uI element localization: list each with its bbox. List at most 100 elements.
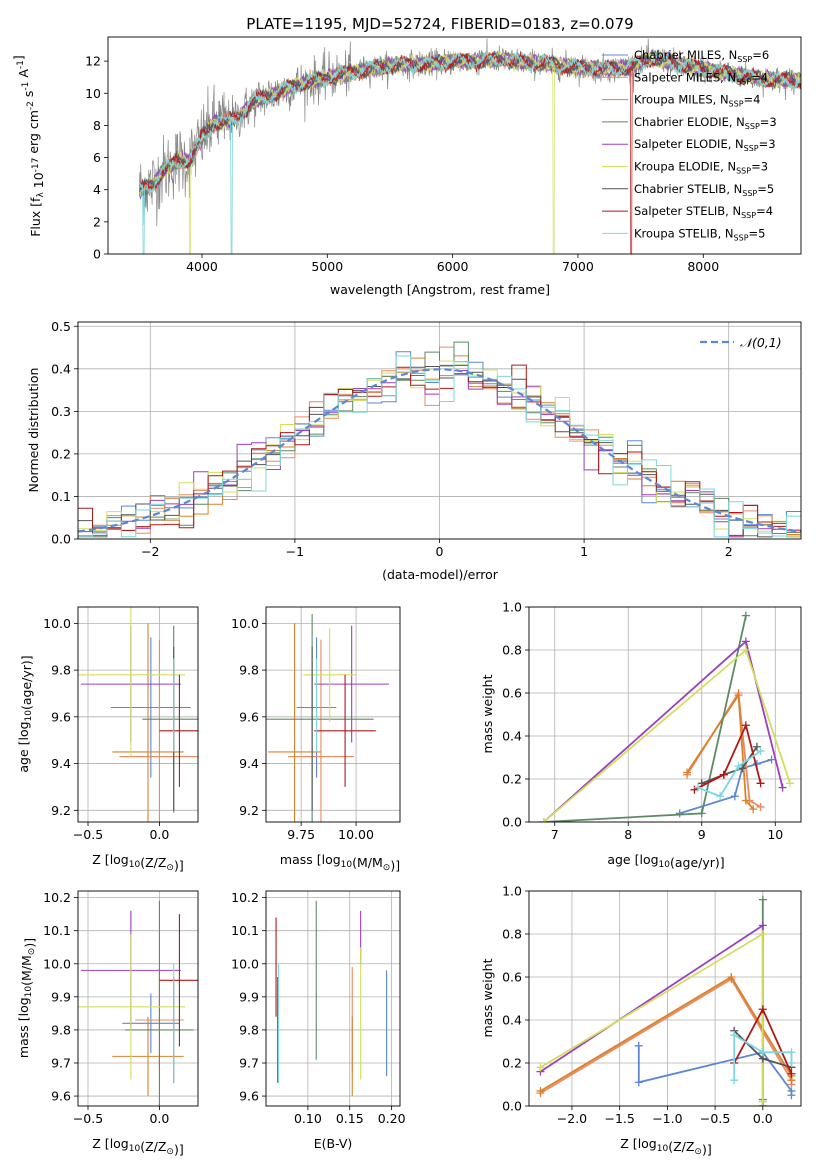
errorbar-chabrier-miles	[110, 637, 191, 778]
legend-label-salpeter-elodie: Salpeter ELODIE, NSSP=3	[634, 137, 776, 153]
y-tick-label: 10.1	[43, 923, 71, 938]
x-tick-label: −1.0	[652, 1111, 682, 1126]
y-tick-label: 10.0	[231, 956, 259, 971]
y-tick-label: 0.6	[502, 686, 522, 701]
y-axis-label: mass weight	[480, 674, 495, 753]
weight-series-kroupa-miles	[536, 973, 796, 1095]
y-tick-label: 10.2	[43, 890, 71, 905]
spectrum-legend: Chabrier MILES, NSSP=6 Salpeter MILES, NS…	[602, 48, 777, 242]
mass-vs-metallicity-plot: −0.5 0.0 9.6 9.7 9.8 9.9 10.0 10.1 10.2 Z [log10(…	[16, 890, 199, 1157]
y-tick-label: 0.5	[51, 319, 71, 334]
x-tick-label: −0.5	[73, 827, 103, 842]
y-tick-label: 9.8	[239, 663, 259, 678]
errorbar-salpeter-elodie	[314, 625, 390, 743]
y-tick-label: 10.1	[231, 923, 259, 938]
x-tick-label: 0.20	[378, 1111, 406, 1126]
weight-point	[719, 770, 728, 779]
weight-series-salpeter-elodie	[539, 637, 787, 822]
x-tick-label: 0.0	[149, 1111, 169, 1126]
y-tick-label: 0.0	[51, 532, 71, 547]
axes-frame	[265, 890, 401, 1107]
grid	[266, 607, 400, 822]
weight-point	[787, 1091, 796, 1100]
plot-area	[539, 611, 794, 822]
legend-label-kroupa-stelib: Kroupa STELIB, NSSP=5	[634, 226, 765, 242]
weight-point	[758, 1097, 767, 1106]
weight-point	[787, 1048, 796, 1057]
plot-area	[78, 341, 801, 538]
errorbar-kroupa-elodie	[78, 934, 186, 1080]
plot-area	[78, 900, 198, 1106]
histogram-salpeter-miles	[78, 346, 801, 538]
legend-label-kroupa-miles: Kroupa MILES, NSSP=4	[634, 93, 760, 109]
errorbar-kroupa-elodie	[78, 607, 186, 757]
legend-label-kroupa-elodie: Kroupa ELODIE, NSSP=3	[634, 160, 768, 176]
legend-label-chabrier-elodie: Chabrier ELODIE, NSSP=3	[634, 115, 777, 131]
weight-point	[741, 637, 750, 646]
weight-point	[727, 973, 736, 981]
weight-point	[730, 792, 739, 801]
model-line-kroupa-stelib	[138, 51, 801, 254]
x-tick-label: 1	[580, 544, 588, 559]
figure-title: PLATE=1195, MJD=52724, FIBERID=0183, z=0…	[246, 15, 633, 33]
x-tick-label: −2.0	[557, 1111, 587, 1126]
weight-series-kroupa-elodie	[536, 930, 767, 1106]
x-axis-label: Z [log10(Z/Z⊙)]	[92, 852, 183, 873]
axes-frame	[107, 36, 802, 255]
histogram-chabrier-elodie	[78, 341, 801, 538]
y-tick-label: 8	[93, 118, 101, 133]
x-tick-label: 2	[725, 544, 733, 559]
x-tick-label: 0.15	[336, 1111, 364, 1126]
weight-point	[758, 1048, 767, 1057]
y-tick-label: 9.4	[51, 756, 71, 771]
weight-series-kroupa-miles	[683, 691, 758, 814]
errorbar-salpeter-miles	[119, 639, 198, 822]
x-tick-label: −2	[141, 544, 159, 559]
x-axis-label: Z [log10(Z/Z⊙)]	[92, 1136, 183, 1157]
legend-label-chabrier-miles: Chabrier MILES, NSSP=6	[634, 48, 769, 64]
errorbar-chabrier-elodie	[125, 900, 194, 1106]
x-tick-label: 0.0	[149, 827, 169, 842]
weight-point	[752, 742, 761, 751]
x-axis-label: mass [log10(M/M⊙)]	[280, 852, 400, 873]
normal-reference-curve	[78, 368, 801, 533]
x-tick-label: 0.10	[294, 1111, 322, 1126]
axes-frame	[77, 606, 199, 823]
x-tick-label: 8	[624, 827, 632, 842]
y-tick-label: 9.7	[51, 1056, 71, 1071]
weight-point	[767, 755, 776, 764]
ticks: −2.0 −1.5 −1.0 −0.5 0.0 0.0 0.2 0.4 0.6 0.8 1.0	[502, 884, 773, 1127]
ticks: 0.10 0.15 0.20 9.6 9.7 9.8 9.9 10.0 10.1 10.2	[231, 890, 405, 1126]
y-tick-label: 1.0	[502, 600, 522, 615]
weight-point	[741, 646, 750, 654]
weight-point	[741, 721, 750, 730]
x-tick-label: 7	[551, 827, 559, 842]
weight-series-salpeter-elodie	[536, 921, 767, 1106]
y-tick-label: 10.0	[43, 616, 71, 631]
y-tick-label: 9.7	[239, 1056, 259, 1071]
y-tick-label: 9.8	[239, 1022, 259, 1037]
legend-label-salpeter-miles: Salpeter MILES, NSSP=4	[634, 70, 768, 86]
errorbar-salpeter-stelib	[159, 914, 198, 1047]
weight-series-kroupa-elodie	[539, 646, 794, 822]
weight-point	[756, 747, 765, 756]
weight-point	[730, 1076, 739, 1085]
y-tick-label: 0.4	[502, 1013, 522, 1028]
weight-point	[787, 1069, 796, 1078]
y-tick-label: 0.3	[51, 404, 71, 419]
x-tick-label: −1	[286, 544, 304, 559]
x-tick-label: 8000	[687, 259, 719, 274]
weight-vs-age-plot: 7 8 9 10 0.0 0.2 0.4 0.6 0.8 1.0 age [log10(age/yr…	[480, 600, 802, 870]
x-tick-label: 0.0	[753, 1111, 773, 1126]
x-axis-label: Z [log10(Z/Z⊙)]	[620, 1136, 711, 1157]
axes-frame	[528, 606, 802, 823]
x-tick-label: −0.5	[73, 1111, 103, 1126]
plot-area	[78, 607, 198, 822]
y-tick-label: 10.2	[231, 890, 259, 905]
plot-area	[536, 895, 796, 1106]
weight-point	[734, 691, 743, 700]
y-tick-label: 4	[93, 182, 101, 197]
y-tick-label: 9.9	[51, 989, 71, 1004]
weight-point	[536, 1063, 545, 1072]
x-axis-label: age [log10(age/yr)]	[607, 852, 724, 870]
